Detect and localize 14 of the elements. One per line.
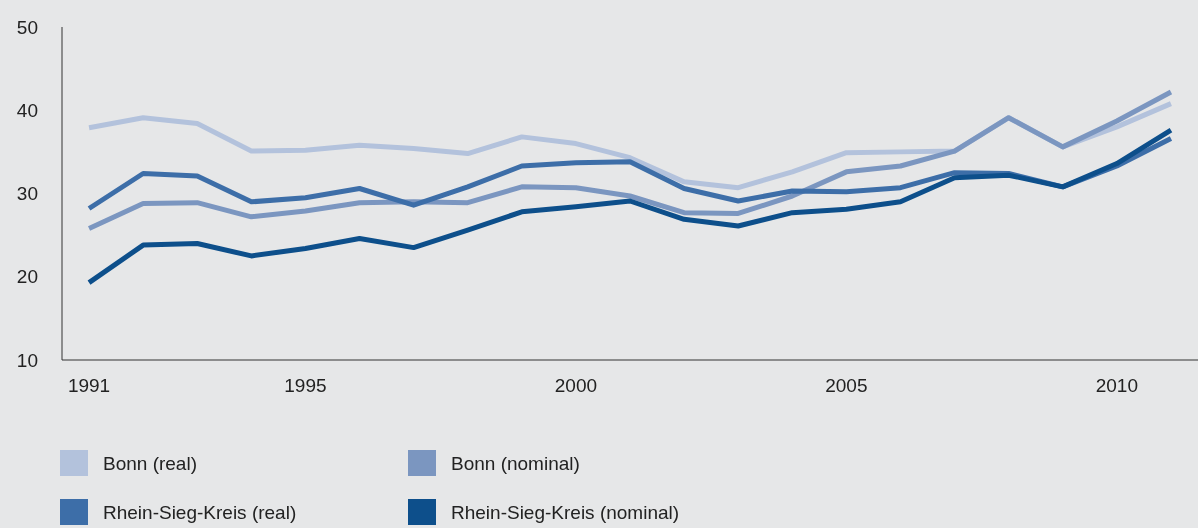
legend-label: Rhein-Sieg-Kreis (nominal) <box>451 501 680 523</box>
x-tick-label: 1995 <box>284 375 327 396</box>
y-tick-label: 10 <box>16 349 38 371</box>
legend-label: Rhein-Sieg-Kreis (real) <box>103 501 297 523</box>
legend-label: Bonn (nominal) <box>451 452 580 474</box>
legend-label: Bonn (real) <box>103 452 197 474</box>
y-tick-label: 20 <box>16 266 38 288</box>
x-tick-label: 2005 <box>825 375 868 396</box>
x-tick-label: 2000 <box>554 375 598 396</box>
y-tick-label: 50 <box>16 16 38 38</box>
y-tick-label: 30 <box>16 183 38 205</box>
x-tick-label: 1991 <box>67 375 111 396</box>
x-tick-label: 2010 <box>1095 375 1138 396</box>
y-tick-label: 40 <box>16 99 38 121</box>
